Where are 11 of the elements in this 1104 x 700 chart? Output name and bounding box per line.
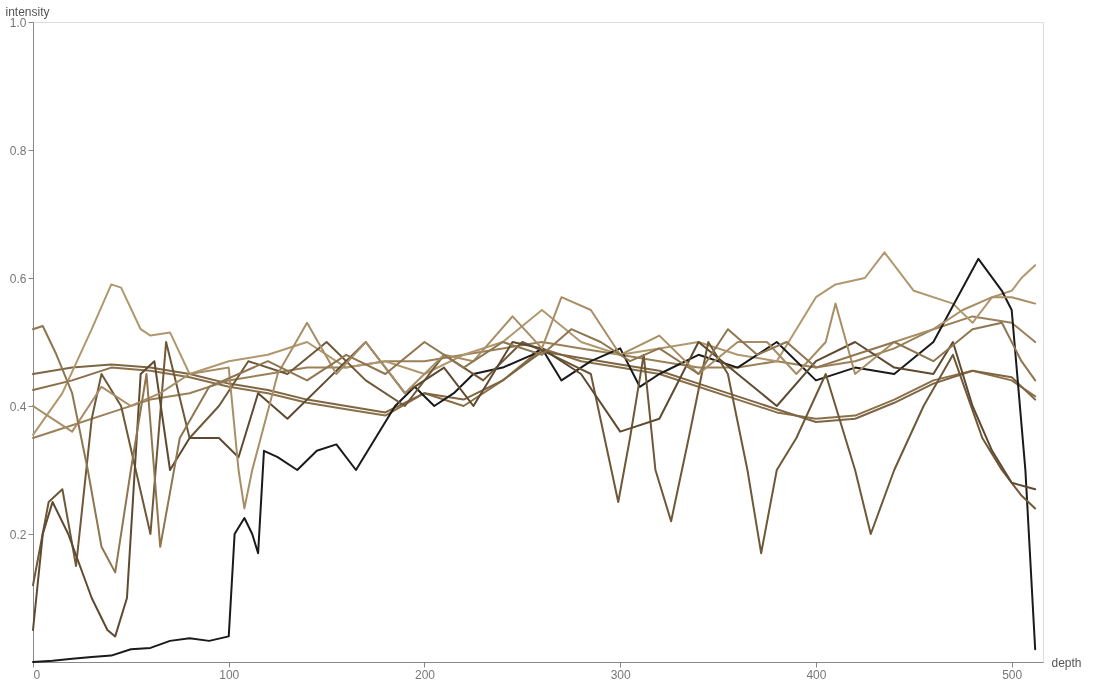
y-tick-label: 0.8: [9, 143, 27, 158]
x-tick-label: 300: [610, 667, 632, 682]
x-tick-label: 100: [219, 667, 240, 682]
x-tick-label: 400: [806, 667, 827, 682]
x-tick-label: 0: [33, 667, 41, 682]
x-axis-title: depth: [1051, 655, 1082, 670]
x-tick-label: 200: [414, 667, 436, 682]
y-tick-label: 0.4: [9, 399, 27, 414]
y-tick-label: 0.6: [9, 271, 27, 286]
x-tick-label: 500: [1002, 667, 1023, 682]
y-tick-label: 0.2: [9, 527, 27, 542]
